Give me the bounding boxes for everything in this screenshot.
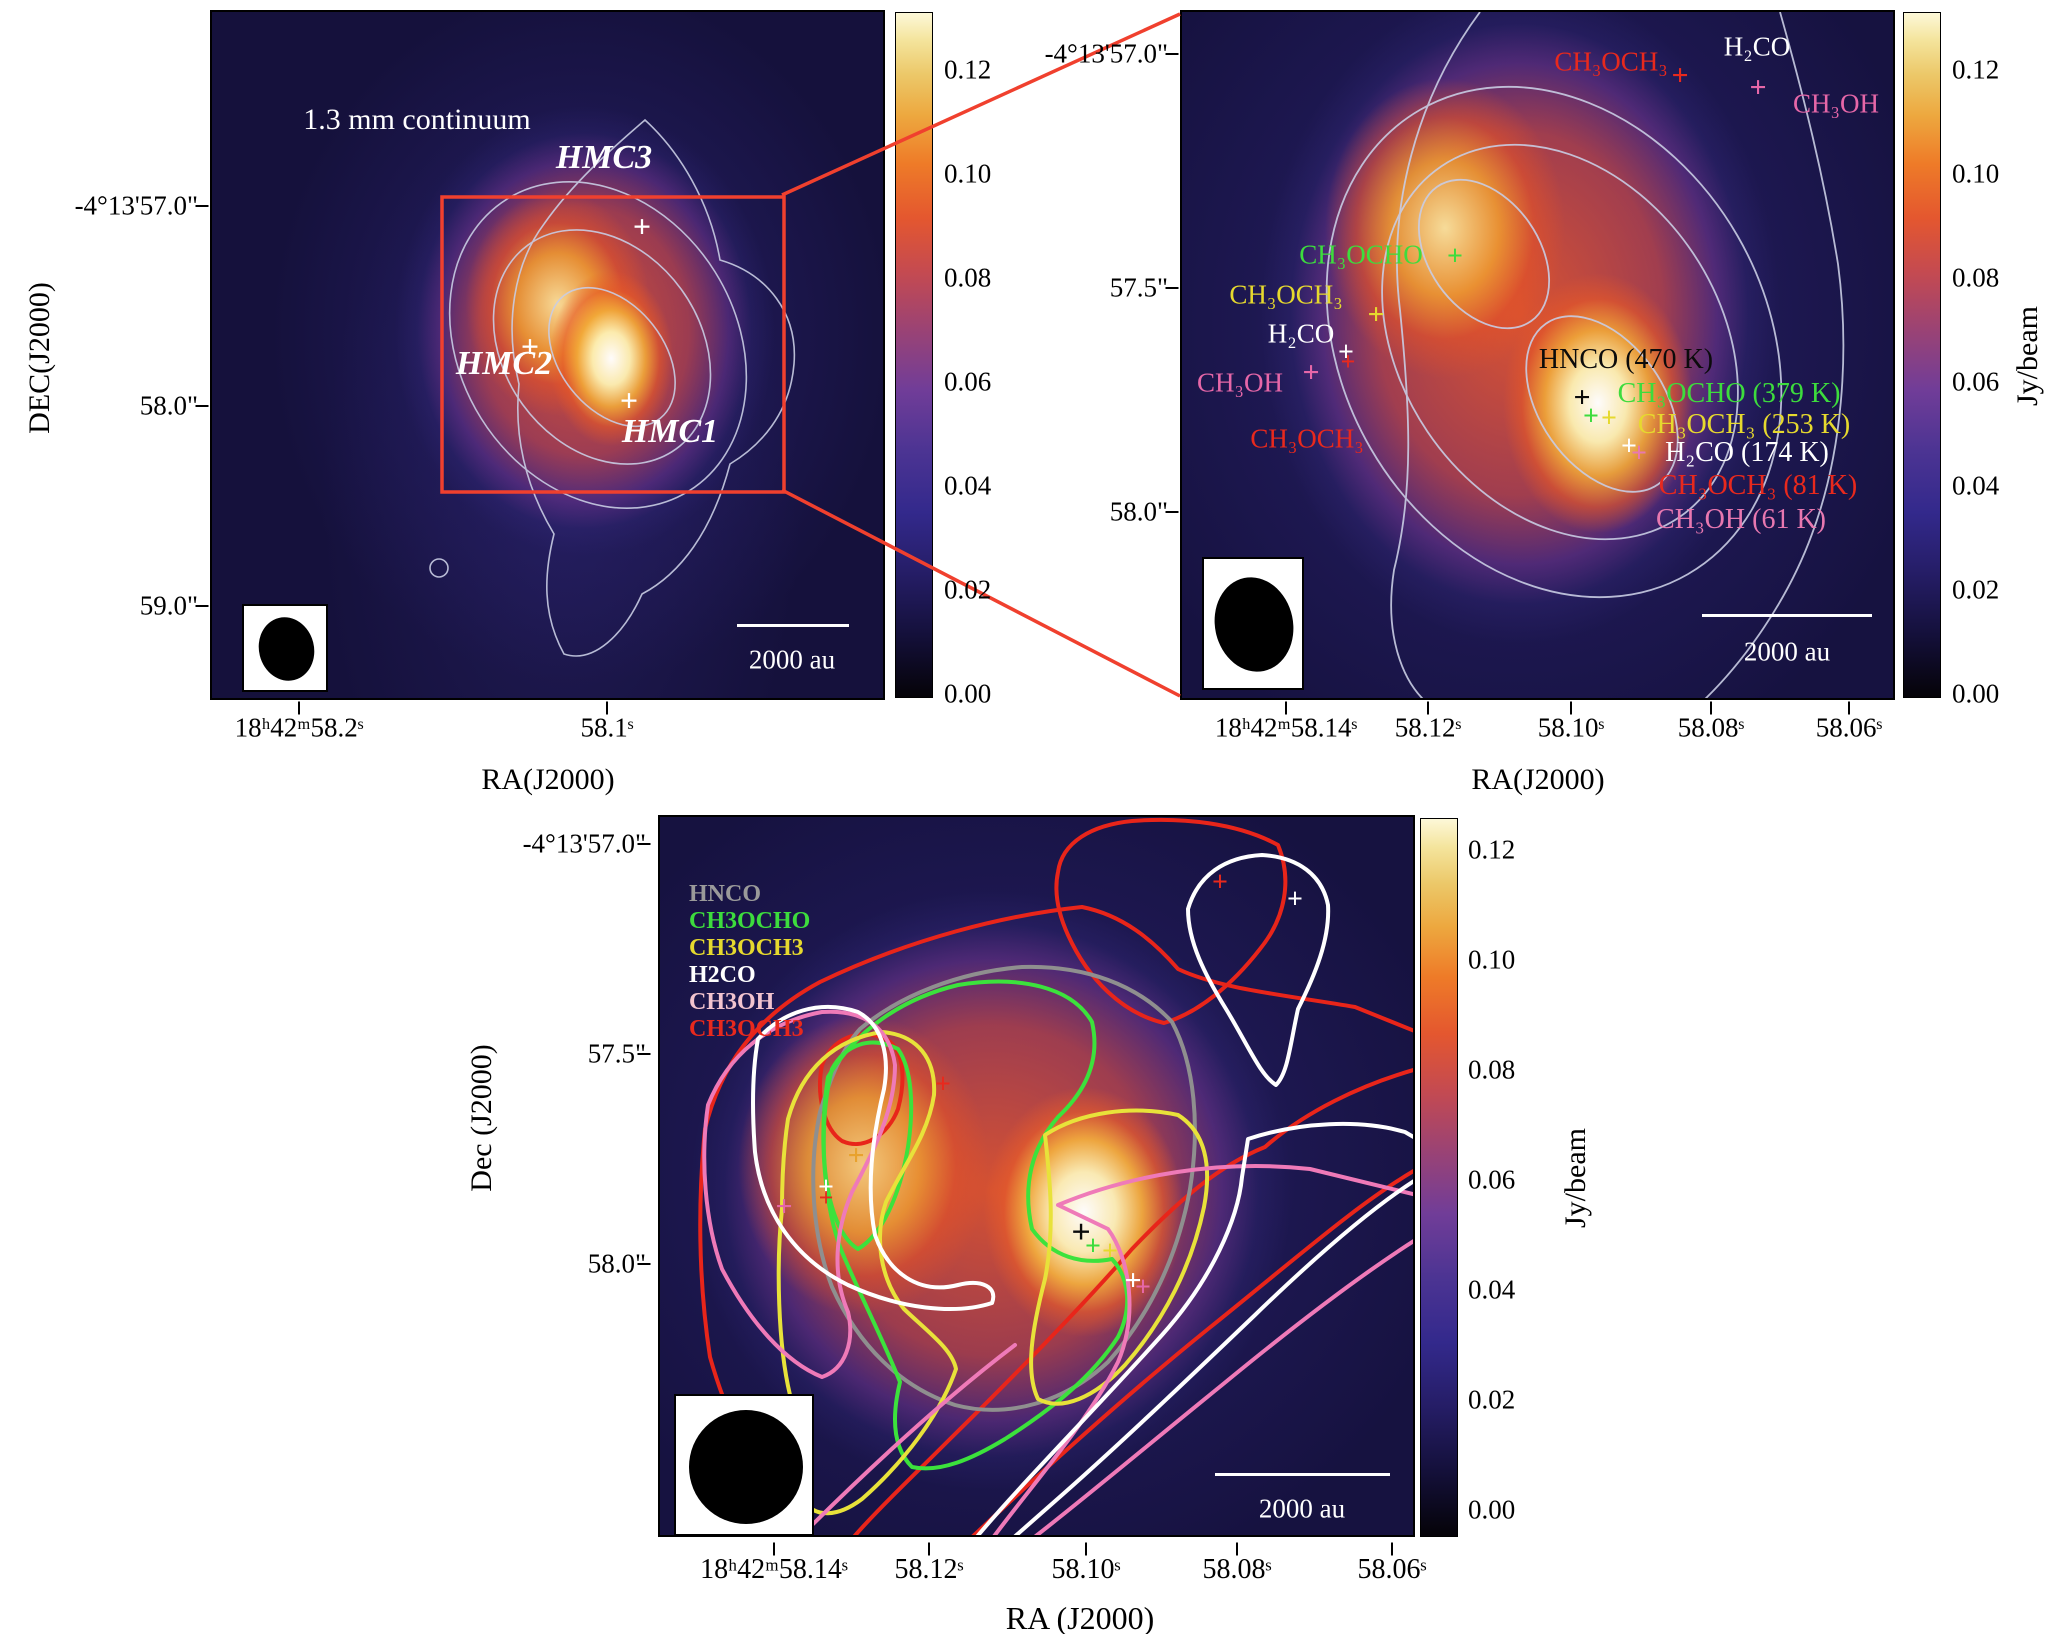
- x-tick-mark: [928, 1542, 930, 1556]
- colorbar-tick: 0.06: [1952, 366, 2000, 397]
- y-tick-mark: [637, 1263, 651, 1265]
- colorbar-tick: 0.02: [1468, 1384, 1516, 1415]
- y-tick-label: 57.5": [587, 1038, 646, 1069]
- zoom-box: [440, 195, 786, 494]
- y-tick-label: 58.0": [587, 1248, 646, 1279]
- x-tick-mark: [1391, 1542, 1393, 1556]
- y-tick-label: 59.0": [139, 590, 198, 621]
- contours-zoom: [1325, 12, 1845, 698]
- colorbar-title: Jy/beam: [1559, 1128, 1592, 1228]
- y-tick-mark: [195, 405, 209, 407]
- x-tick-mark: [1848, 701, 1850, 715]
- x-tick-mark: [1710, 701, 1712, 715]
- y-tick-label: 58.0": [1109, 496, 1168, 527]
- x-tick-mark: [1085, 1542, 1087, 1556]
- colorbar-tick: 0.12: [1952, 54, 2000, 85]
- colorbar-zoom: [1903, 12, 1941, 698]
- colorbar-tick: 0.06: [1468, 1164, 1516, 1195]
- y-tick-label: -4°13'57.0": [74, 190, 198, 221]
- x-tick-mark: [1285, 701, 1287, 715]
- colorbar-tick: 0.04: [944, 470, 992, 501]
- y-tick-label: 57.5": [1109, 272, 1168, 303]
- panel-zoom: CH₃OCH₃ H₂CO CH₃OH CH₃OCHO CH₃OCH₃ H₂CO CH₃OH C…: [1180, 10, 1895, 700]
- x-tick-label: 58.10ˢ: [1051, 1554, 1121, 1585]
- x-tick-label: 58.1ˢ: [580, 712, 634, 743]
- x-tick-label: 58.12ˢ: [894, 1554, 964, 1585]
- beam-ellipse: [252, 611, 321, 687]
- x-tick-label: 18ʰ42ᵐ58.14ˢ: [700, 1554, 848, 1585]
- x-tick-mark: [1570, 701, 1572, 715]
- colorbar-tick: 0.12: [1468, 834, 1516, 865]
- colorbar-tick: 0.00: [1952, 678, 2000, 709]
- colorbar-tick: 0.06: [944, 366, 992, 397]
- x-tick-mark: [773, 1542, 775, 1556]
- beam-box: [242, 604, 328, 692]
- colorbar-tick: 0.10: [1468, 944, 1516, 975]
- colorbar-tick: 0.08: [944, 262, 992, 293]
- x-tick-label: 58.08ˢ: [1202, 1554, 1272, 1585]
- moment-contours: [698, 817, 1413, 1535]
- colorbar-tick: 0.04: [1468, 1274, 1516, 1305]
- y-tick-label: 58.0": [139, 390, 198, 421]
- y-axis-title: DEC(J2000): [23, 282, 56, 434]
- colorbar-tick: 0.00: [944, 678, 992, 709]
- panel-continuum: 1.3 mm continuum HMC3 HMC2 HMC1 2000 au + + +: [210, 10, 885, 700]
- y-tick-mark: [1165, 53, 1179, 55]
- x-axis-title: RA (J2000): [1005, 1600, 1155, 1634]
- colorbar-tick: 0.10: [1952, 158, 2000, 189]
- y-tick-mark: [195, 205, 209, 207]
- x-tick-mark: [606, 701, 608, 715]
- scalebar-line: [737, 624, 849, 627]
- colorbar-tick: 0.12: [944, 54, 992, 85]
- colorbar-tick: 0.08: [1952, 262, 2000, 293]
- continuum-image: [212, 12, 883, 698]
- colorbar-tick: 0.04: [1952, 470, 2000, 501]
- colorbar-tick: 0.02: [944, 574, 992, 605]
- y-axis-title: Dec (J2000): [465, 1044, 498, 1192]
- x-tick-label: 58.12ˢ: [1394, 712, 1462, 743]
- contours-continuum: [429, 118, 796, 657]
- x-tick-label: 58.06ˢ: [1357, 1554, 1427, 1585]
- colorbar-tick: 0.00: [1468, 1494, 1516, 1525]
- y-tick-mark: [637, 843, 651, 845]
- panel-contour-overlay: HNCO CH3OCHO CH3OCH3 H2CO CH3OH CH3OCH3 2000 a…: [658, 815, 1415, 1537]
- y-tick-mark: [637, 1053, 651, 1055]
- x-tick-mark: [298, 701, 300, 715]
- x-tick-label: 58.10ˢ: [1537, 712, 1605, 743]
- colorbar-tick: 0.10: [944, 158, 992, 189]
- scalebar-line: [1702, 614, 1872, 617]
- x-tick-label: 18ʰ42ᵐ58.14ˢ: [1214, 712, 1358, 743]
- y-tick-mark: [1165, 511, 1179, 513]
- x-tick-label: 58.08ˢ: [1677, 712, 1745, 743]
- beam-box: [1202, 557, 1304, 690]
- x-axis-title: RA(J2000): [1471, 763, 1605, 796]
- colorbar-overlay: [1420, 818, 1458, 1537]
- y-tick-label: -4°13'57.0": [522, 828, 646, 859]
- colorbar-tick: 0.08: [1468, 1054, 1516, 1085]
- colorbar-continuum: [895, 12, 933, 698]
- x-tick-mark: [1427, 701, 1429, 715]
- x-tick-label: 58.06ˢ: [1815, 712, 1883, 743]
- y-tick-mark: [1165, 287, 1179, 289]
- y-tick-label: -4°13'57.0": [1044, 38, 1168, 69]
- y-tick-mark: [195, 605, 209, 607]
- beam-box: [674, 1394, 814, 1535]
- beam-circle: [689, 1410, 803, 1524]
- x-tick-label: 18ʰ42ᵐ58.2ˢ: [234, 712, 364, 743]
- colorbar-tick: 0.02: [1952, 574, 2000, 605]
- colorbar-title: Jy/beam: [2011, 306, 2044, 406]
- scalebar-line: [1215, 1473, 1390, 1476]
- x-tick-mark: [1236, 1542, 1238, 1556]
- x-axis-title: RA(J2000): [481, 763, 615, 796]
- beam-ellipse: [1205, 569, 1303, 680]
